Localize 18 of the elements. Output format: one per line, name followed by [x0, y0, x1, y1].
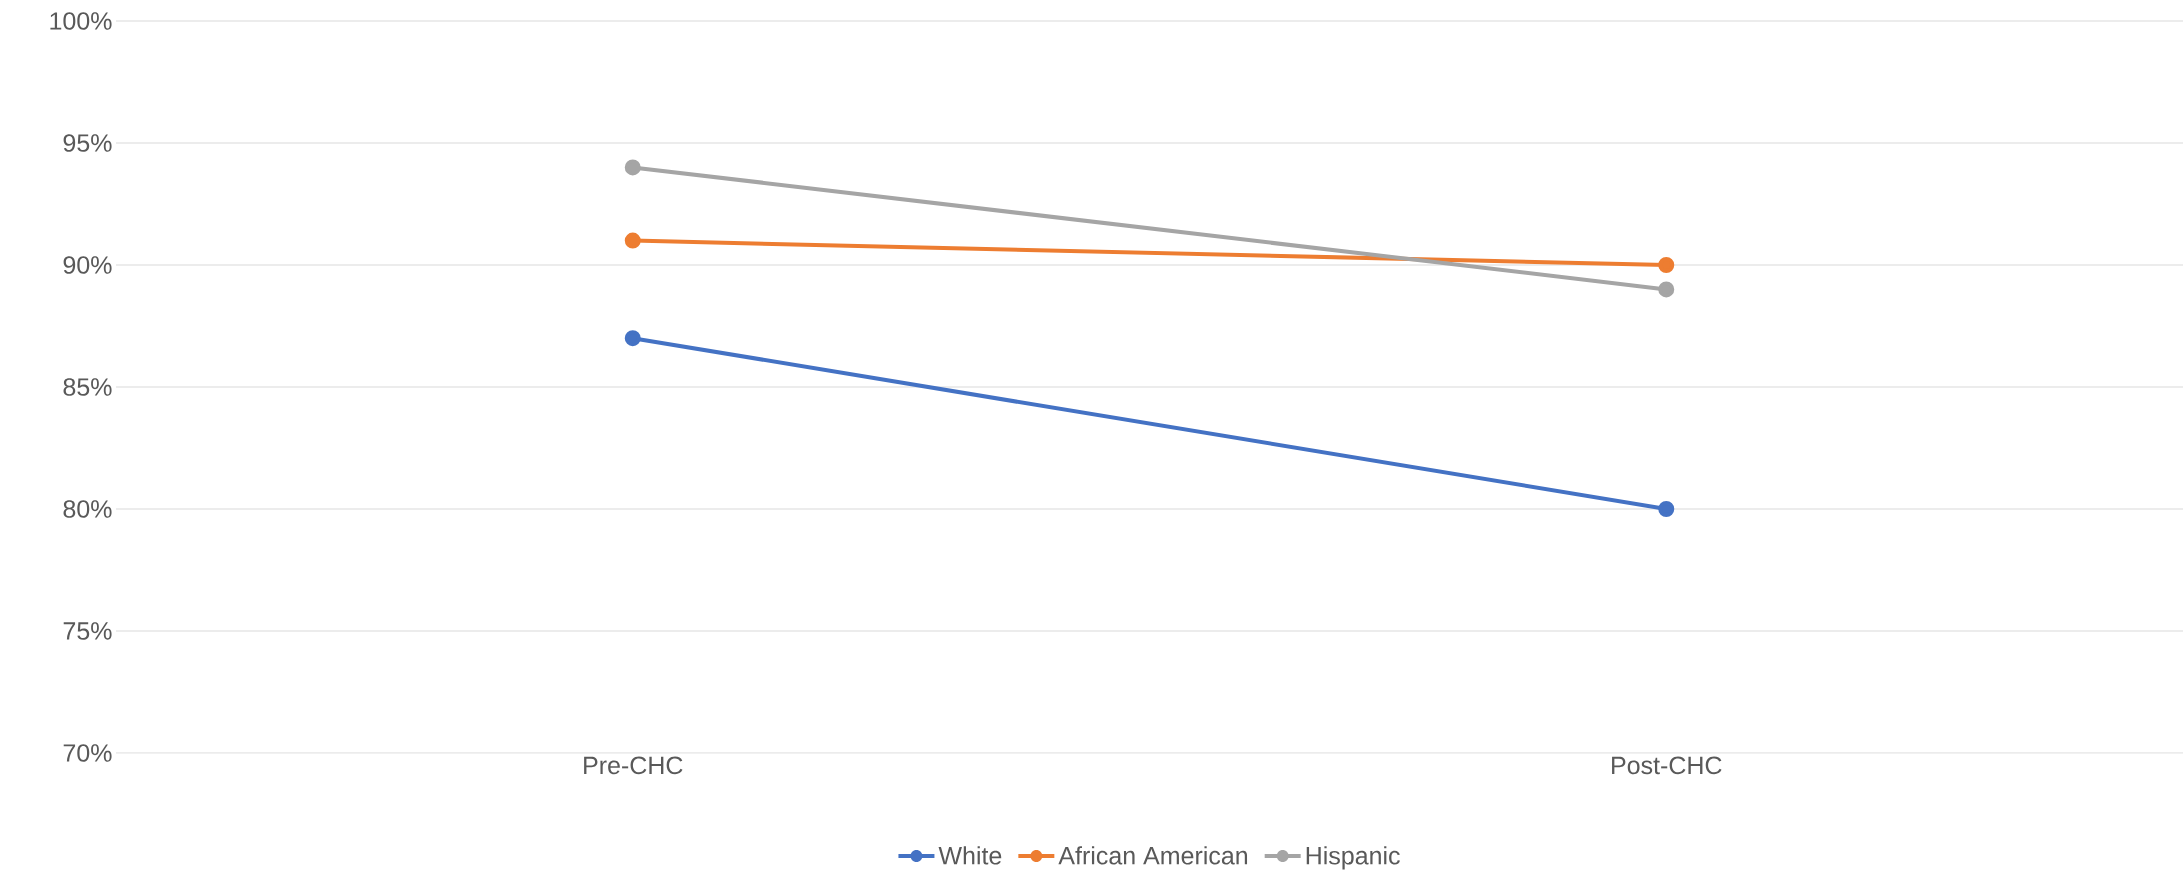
x-tick-label: Pre-CHC [584, 756, 683, 775]
point [1658, 281, 1675, 298]
legend-label: White [938, 846, 1002, 865]
x-tick-label: Post-CHC [1612, 756, 1722, 775]
y-tick-label: 95% [63, 134, 112, 152]
y-tick-label: 90% [63, 256, 112, 274]
point [624, 232, 641, 249]
point [624, 159, 641, 176]
point [1658, 257, 1675, 273]
y-tick-label: 70% [63, 744, 112, 762]
point [1658, 501, 1675, 517]
legend-label: African American [1058, 846, 1248, 865]
legend-label: Hispanic [1306, 846, 1400, 870]
y-tick-label: 80% [63, 500, 112, 518]
y-tick-label: 85% [63, 378, 112, 396]
point [624, 330, 641, 347]
y-tick-label: 75% [63, 622, 112, 640]
y-tick-label: 100% [50, 12, 112, 30]
